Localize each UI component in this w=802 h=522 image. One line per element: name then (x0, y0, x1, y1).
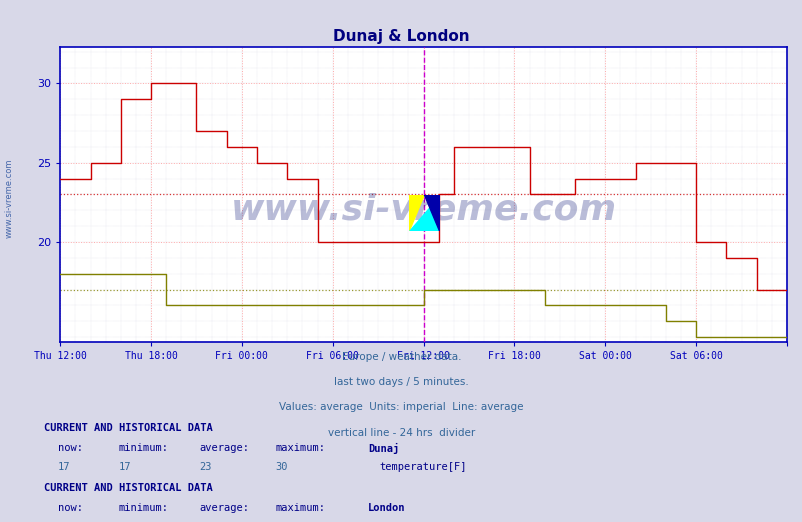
Text: Dunaj & London: Dunaj & London (333, 29, 469, 44)
Text: last two days / 5 minutes.: last two days / 5 minutes. (334, 377, 468, 387)
Text: 17: 17 (119, 462, 132, 472)
Text: Values: average  Units: imperial  Line: average: Values: average Units: imperial Line: av… (279, 402, 523, 412)
Text: temperature[F]: temperature[F] (379, 462, 466, 472)
Text: London: London (367, 503, 405, 513)
Text: vertical line - 24 hrs  divider: vertical line - 24 hrs divider (327, 428, 475, 437)
Text: CURRENT AND HISTORICAL DATA: CURRENT AND HISTORICAL DATA (44, 483, 213, 493)
Text: maximum:: maximum: (275, 503, 325, 513)
Text: Europe / weather data.: Europe / weather data. (342, 352, 460, 362)
Text: average:: average: (199, 443, 249, 453)
Text: average:: average: (199, 503, 249, 513)
Text: minimum:: minimum: (119, 503, 168, 513)
Text: now:: now: (58, 443, 83, 453)
Text: Dunaj: Dunaj (367, 443, 399, 454)
Polygon shape (423, 195, 439, 231)
Text: www.si-vreme.com: www.si-vreme.com (230, 192, 616, 226)
Text: minimum:: minimum: (119, 443, 168, 453)
Text: www.si-vreme.com: www.si-vreme.com (5, 159, 14, 238)
Text: now:: now: (58, 503, 83, 513)
Text: 17: 17 (58, 462, 71, 472)
Text: CURRENT AND HISTORICAL DATA: CURRENT AND HISTORICAL DATA (44, 423, 213, 433)
Text: maximum:: maximum: (275, 443, 325, 453)
Text: 23: 23 (199, 462, 212, 472)
Polygon shape (408, 195, 423, 231)
Polygon shape (408, 195, 439, 231)
Text: 30: 30 (275, 462, 288, 472)
